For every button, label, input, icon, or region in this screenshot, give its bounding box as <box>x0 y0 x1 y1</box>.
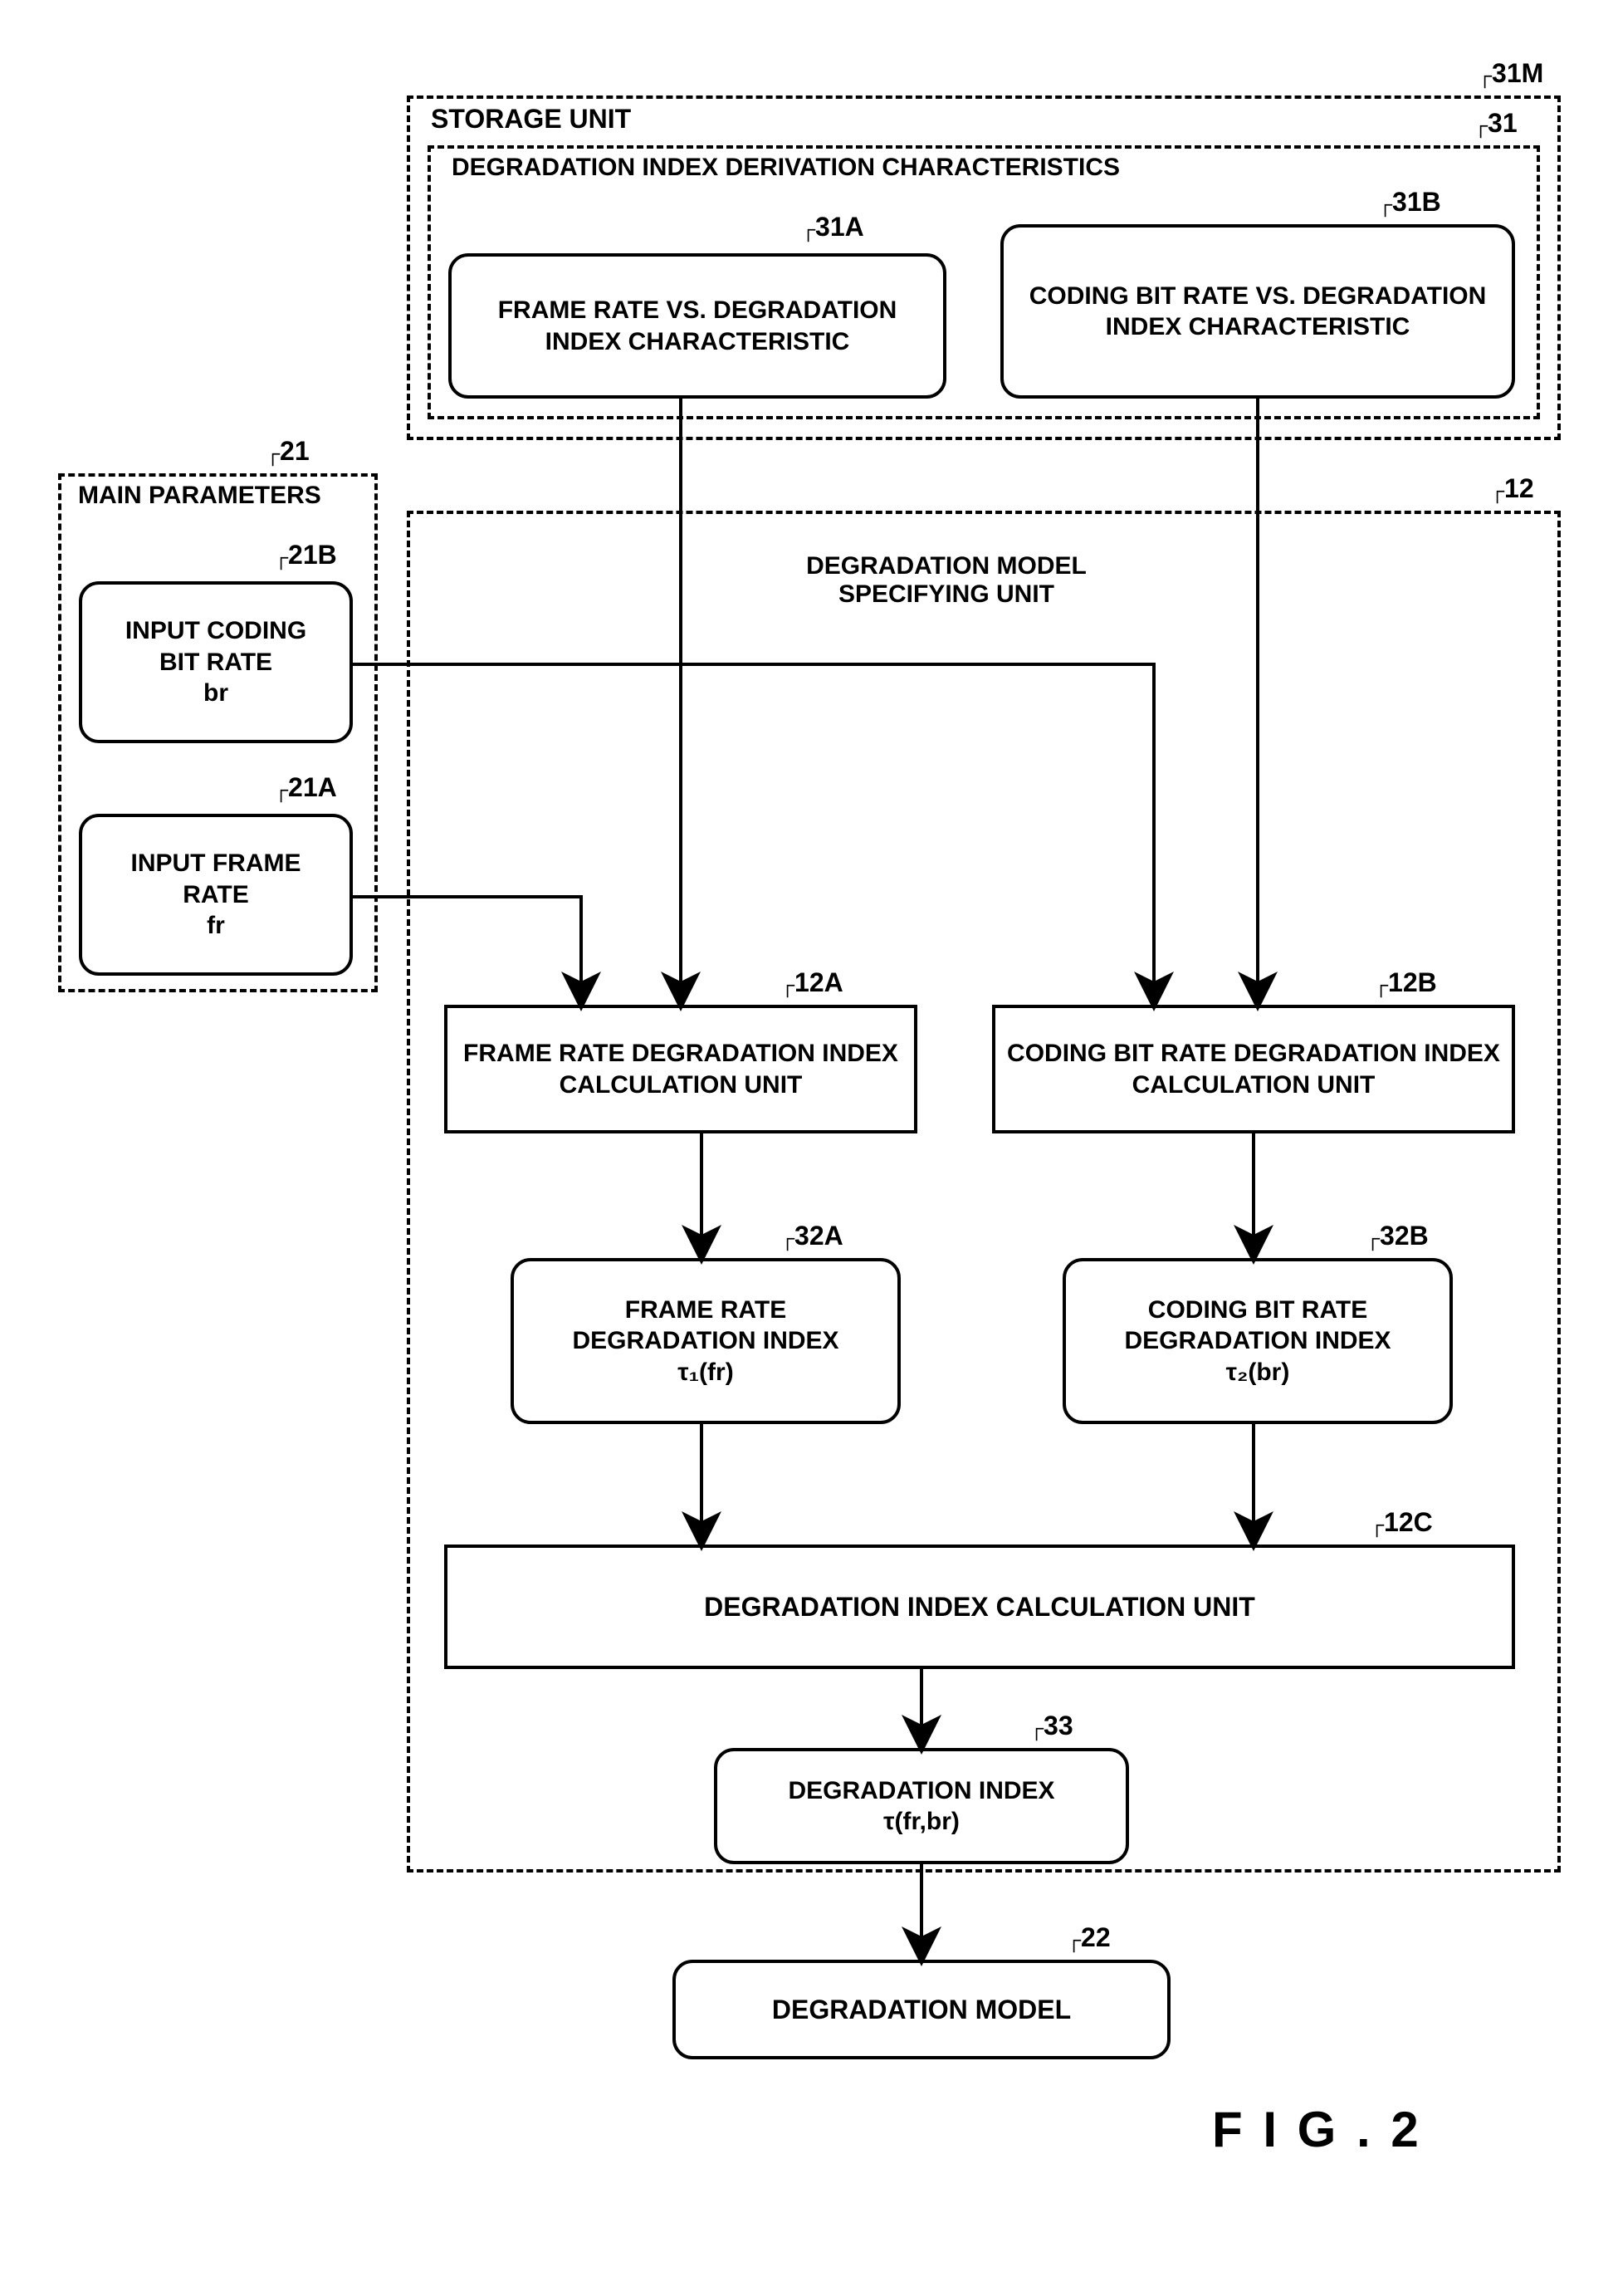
main-parameters-ref: ┌21 <box>266 436 310 467</box>
degradation-deriv-ref: ┌31 <box>1474 108 1518 139</box>
box-31b: CODING BIT RATE VS. DEGRADATION INDEX CH… <box>1000 224 1515 399</box>
box-22: DEGRADATION MODEL <box>672 1960 1171 2059</box>
specifying-unit-title: DEGRADATION MODEL SPECIFYING UNIT <box>747 552 1146 609</box>
ref-21a: ┌21A <box>274 772 337 803</box>
box-32b: CODING BIT RATE DEGRADATION INDEX τ₂(br) <box>1063 1258 1453 1424</box>
ref-12c: ┌12C <box>1370 1507 1433 1538</box>
diagram-root: STORAGE UNIT ┌31M DEGRADATION INDEX DERI… <box>33 33 1586 2192</box>
box-12a: FRAME RATE DEGRADATION INDEX CALCULATION… <box>444 1005 917 1133</box>
box-31a: FRAME RATE VS. DEGRADATION INDEX CHARACT… <box>448 253 946 399</box>
ref-12a: ┌12A <box>780 967 843 998</box>
box-12b: CODING BIT RATE DEGRADATION INDEX CALCUL… <box>992 1005 1515 1133</box>
main-parameters-title: MAIN PARAMETERS <box>75 482 325 510</box>
ref-32a: ┌32A <box>780 1221 843 1251</box>
box-33: DEGRADATION INDEX τ(fr,br) <box>714 1748 1129 1864</box>
ref-12b: ┌12B <box>1374 967 1437 998</box>
box-12c: DEGRADATION INDEX CALCULATION UNIT <box>444 1545 1515 1669</box>
ref-21b: ┌21B <box>274 540 337 570</box>
ref-32b: ┌32B <box>1366 1221 1429 1251</box>
specifying-unit-ref: ┌12 <box>1490 473 1534 504</box>
ref-31a: ┌31A <box>801 212 864 242</box>
degradation-deriv-title: DEGRADATION INDEX DERIVATION CHARACTERIS… <box>448 154 1123 182</box>
box-21a: INPUT FRAME RATE fr <box>79 814 353 976</box>
storage-unit-ref: ┌31M <box>1478 58 1543 89</box>
figure-label: F I G . 2 <box>1212 2101 1422 2158</box>
storage-unit-title: STORAGE UNIT <box>428 104 634 135</box>
ref-31b: ┌31B <box>1378 187 1441 218</box>
ref-22: ┌22 <box>1067 1922 1111 1953</box>
ref-33: ┌33 <box>1029 1711 1073 1741</box>
box-32a: FRAME RATE DEGRADATION INDEX τ₁(fr) <box>511 1258 901 1424</box>
box-21b: INPUT CODING BIT RATE br <box>79 581 353 743</box>
